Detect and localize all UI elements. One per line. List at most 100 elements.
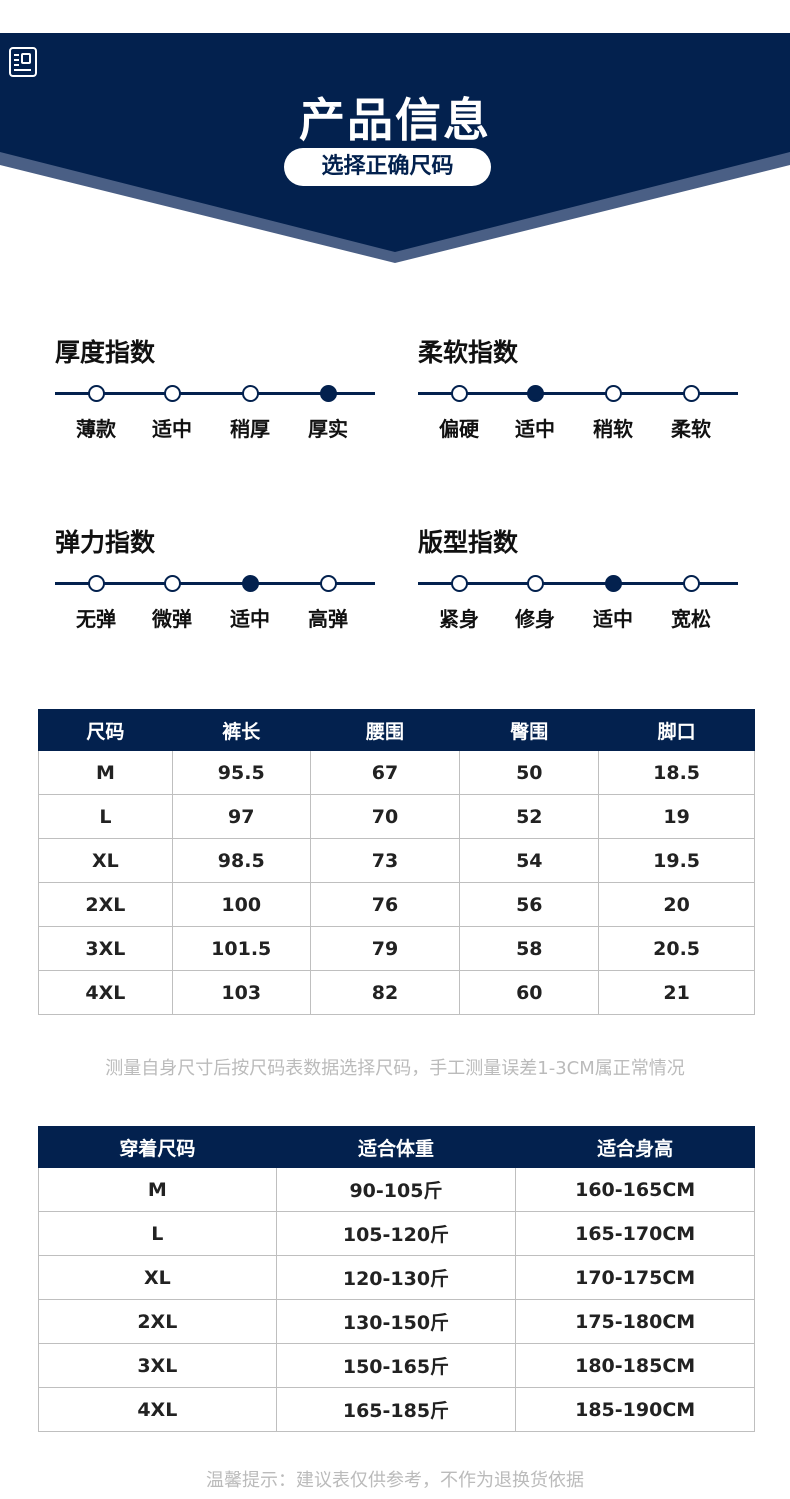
fit-table: 穿着尺码 适合体重 适合身高 M 90-105斤 160-165CM L 105-120斤 16… <box>38 1126 755 1432</box>
scale-dot <box>451 385 468 402</box>
table-cell: 4XL <box>38 970 173 1015</box>
scale-dot <box>683 575 700 592</box>
table-cell: 19 <box>598 794 755 839</box>
scale-label: 高弹 <box>308 607 348 631</box>
table-cell: 130-150斤 <box>275 1299 517 1344</box>
column-header: 腰围 <box>309 709 461 751</box>
table-cell: 20 <box>598 882 755 927</box>
table-cell: 3XL <box>38 1343 277 1388</box>
scale-dot <box>88 385 105 402</box>
table-cell: XL <box>38 1255 277 1300</box>
subtitle-badge: 选择正确尺码 <box>284 148 491 186</box>
table-row: M 90-105斤 160-165CM <box>38 1167 755 1212</box>
scale-title: 版型指数 <box>418 528 519 557</box>
table-cell: 50 <box>459 750 600 795</box>
table-cell: 52 <box>459 794 600 839</box>
table-cell: 21 <box>598 970 755 1015</box>
scale-label: 适中 <box>593 607 633 631</box>
table-cell: 2XL <box>38 1299 277 1344</box>
column-header: 尺码 <box>38 709 173 751</box>
table-row: 2XL 100 76 56 20 <box>38 882 755 927</box>
table-cell: 2XL <box>38 882 173 927</box>
scale-dot <box>242 385 259 402</box>
table-cell: 79 <box>309 926 461 971</box>
table-cell: 90-105斤 <box>275 1167 517 1212</box>
table-cell: 70 <box>309 794 461 839</box>
scale-label: 适中 <box>230 607 270 631</box>
document-icon <box>9 47 37 77</box>
scale-line <box>55 582 375 585</box>
scale-label: 无弹 <box>76 607 116 631</box>
scale-label: 修身 <box>515 607 555 631</box>
table-cell: 95.5 <box>171 750 311 795</box>
scale-label: 柔软 <box>671 417 711 441</box>
table-cell: 3XL <box>38 926 173 971</box>
table-cell: 170-175CM <box>515 1255 755 1300</box>
scale-label: 厚实 <box>308 417 348 441</box>
table-row: L 97 70 52 19 <box>38 794 755 839</box>
table-cell: L <box>38 1211 277 1256</box>
table-cell: M <box>38 1167 277 1212</box>
scale-label: 适中 <box>152 417 192 441</box>
scale-line <box>55 392 375 395</box>
table-cell: 185-190CM <box>515 1387 755 1432</box>
footer-note: 温馨提示：建议表仅供参考，不作为退换货依据 <box>206 1470 584 1491</box>
table-row: 2XL 130-150斤 175-180CM <box>38 1299 755 1344</box>
scale-title: 厚度指数 <box>55 338 156 367</box>
table-cell: M <box>38 750 173 795</box>
table-row: L 105-120斤 165-170CM <box>38 1211 755 1256</box>
scale-label: 稍软 <box>593 417 633 441</box>
column-header: 穿着尺码 <box>38 1126 277 1168</box>
table-cell: 98.5 <box>171 838 311 883</box>
table-cell: 120-130斤 <box>275 1255 517 1300</box>
table-cell: 180-185CM <box>515 1343 755 1388</box>
scale-label: 微弹 <box>152 607 192 631</box>
table-row: 4XL 103 82 60 21 <box>38 970 755 1015</box>
scale-dot <box>320 575 337 592</box>
scale-label: 紧身 <box>439 607 479 631</box>
table-cell: 165-170CM <box>515 1211 755 1256</box>
table-cell: 60 <box>459 970 600 1015</box>
table-cell: 97 <box>171 794 311 839</box>
table-cell: 67 <box>309 750 461 795</box>
table-cell: 82 <box>309 970 461 1015</box>
column-header: 裤长 <box>171 709 311 751</box>
table-cell: 103 <box>171 970 311 1015</box>
index-scale: 弹力指数无弹 微弹 适中 高弹 <box>55 523 375 631</box>
table-cell: 18.5 <box>598 750 755 795</box>
index-scale: 版型指数紧身 修身 适中 宽松 <box>418 523 738 631</box>
size-note: 测量自身尺寸后按尺码表数据选择尺码，手工测量误差1-3CM属正常情况 <box>105 1058 685 1079</box>
scale-label: 稍厚 <box>230 417 270 441</box>
scale-dot <box>683 385 700 402</box>
scale-label: 宽松 <box>671 607 711 631</box>
table-cell: 101.5 <box>171 926 311 971</box>
table-row: 3XL 150-165斤 180-185CM <box>38 1343 755 1388</box>
scale-line <box>418 582 738 585</box>
table-cell: 4XL <box>38 1387 277 1432</box>
scale-dot <box>527 575 544 592</box>
index-scale: 厚度指数薄款 适中 稍厚 厚实 <box>55 333 375 441</box>
table-row: M 95.5 67 50 18.5 <box>38 750 755 795</box>
index-scale: 柔软指数 偏硬 适中 稍软 柔软 <box>418 333 738 441</box>
scale-dot <box>451 575 468 592</box>
table-row: XL 120-130斤 170-175CM <box>38 1255 755 1300</box>
table-cell: 100 <box>171 882 311 927</box>
table-cell: 150-165斤 <box>275 1343 517 1388</box>
column-header: 适合体重 <box>275 1126 517 1168</box>
column-header: 适合身高 <box>515 1126 755 1168</box>
scale-dot <box>164 385 181 402</box>
column-header: 臀围 <box>459 709 600 751</box>
scale-dot <box>164 575 181 592</box>
table-row: 4XL 165-185斤 185-190CM <box>38 1387 755 1432</box>
scale-dot <box>527 385 544 402</box>
scale-label: 薄款 <box>76 417 116 441</box>
table-cell: 20.5 <box>598 926 755 971</box>
page-title: 产品信息 <box>299 93 491 147</box>
scale-title: 弹力指数 <box>55 528 156 557</box>
table-row: 3XL 101.5 79 58 20.5 <box>38 926 755 971</box>
scale-dot <box>320 385 337 402</box>
scale-dot <box>88 575 105 592</box>
scale-dot <box>605 575 622 592</box>
size-table: 尺码 裤长 腰围 臀围 脚口 M 95.5 67 50 18.5 L 97 70 52 19 XL 98.5 73… <box>38 709 755 1015</box>
scale-label: 偏硬 <box>439 417 479 441</box>
